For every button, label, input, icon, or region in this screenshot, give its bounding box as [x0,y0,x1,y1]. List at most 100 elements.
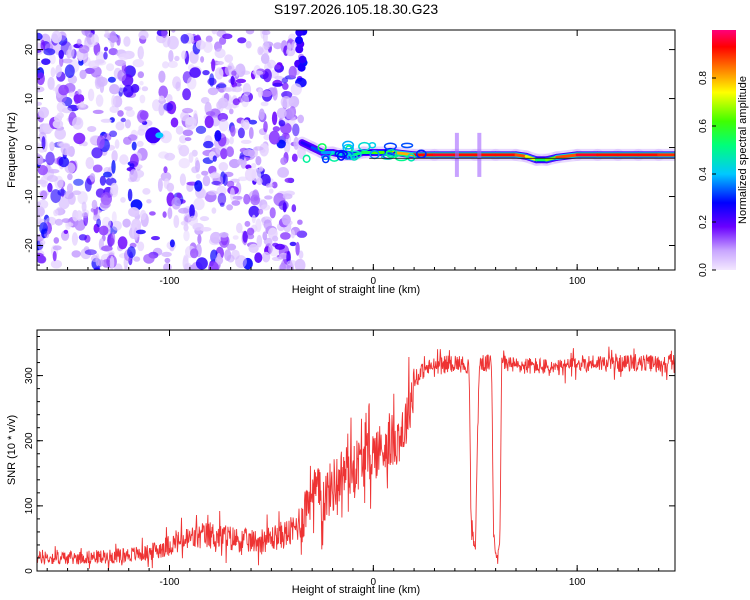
noise-blob [68,91,75,97]
noise-blob [96,76,108,87]
noise-blob [104,30,109,34]
noise-blob [211,207,217,214]
noise-blob [212,155,217,162]
noise-blob [114,263,123,270]
noise-blob [120,117,127,123]
noise-blob [294,258,306,270]
noise-blob [203,140,214,149]
snr-ytick-label: 200 [24,432,35,449]
noise-blob [216,83,227,88]
noise-blob [282,193,293,200]
noise-blob [264,195,273,200]
noise-blob [37,86,45,93]
noise-blob [214,130,222,142]
noise-blob [158,85,168,99]
noise-blob [182,107,194,114]
noise-blob [174,55,180,62]
noise-blob [183,254,189,262]
noise-blob [209,73,215,87]
noise-blob [263,237,273,246]
noise-blob [195,160,201,173]
noise-blob [178,158,190,169]
noise-blob [248,205,260,218]
noise-blob [37,255,47,264]
noise-blob [240,139,252,144]
noise-blob [260,53,270,65]
noise-blob [78,234,87,241]
noise-blob [205,35,213,43]
noise-blob [93,267,101,270]
noise-blob [262,231,268,241]
noise-blob [163,166,168,174]
spectrogram-xtick-label: 0 [371,276,377,287]
snr-xtick-label: 0 [371,577,377,588]
noise-blob [188,152,194,164]
ridge-blob [302,154,311,163]
ridge-blob [317,143,327,152]
noise-blob [226,204,234,211]
noise-blob [111,211,117,224]
noise-blob [173,215,180,228]
noise-blob [252,70,264,76]
noise-blob [72,190,82,195]
noise-blob [231,70,237,76]
noise-blob [185,116,197,130]
snr-ytick-label: 300 [24,367,35,384]
noise-blob [48,142,55,149]
noise-blob [54,218,63,226]
noise-blob [297,114,305,124]
noise-blob [91,34,99,46]
colorbar-tick-label: 0.4 [698,167,709,181]
noise-blob [109,237,115,245]
noise-blob [257,88,263,98]
noise-blob [243,193,251,205]
noise-blob [238,176,248,182]
noise-blob [204,115,214,129]
noise-blob [183,230,190,242]
noise-blob [251,189,260,203]
noise-blob [171,30,176,33]
noise-blob [246,227,255,236]
noise-blob [64,190,74,200]
noise-blob [209,172,221,179]
noise-blob [211,30,218,35]
snr-frame [36,329,676,572]
noise-blob [53,237,60,244]
noise-blob [259,143,269,157]
noise-blob [222,33,233,40]
noise-blob [160,171,172,182]
noise-blob [57,189,67,196]
noise-blob [90,254,99,263]
noise-blob [58,156,70,168]
noise-blob [298,250,304,259]
noise-blob [197,234,202,245]
noise-blob [256,177,263,186]
noise-blob [48,169,60,174]
noise-blob [236,222,243,234]
noise-blob [220,148,228,160]
noise-blob [217,97,229,109]
spectrogram-ytick-label: 20 [24,44,35,56]
noise-blob [109,256,115,270]
noise-blob [191,149,198,157]
snr-ytick-label: 100 [24,497,35,514]
noise-blob [161,251,172,257]
noise-blob [61,218,71,224]
noise-blob [171,197,181,210]
noise-blob [189,204,195,219]
spectrogram-xtick-label: -100 [159,276,179,287]
noise-blob [230,75,235,86]
noise-blob [139,209,147,221]
noise-blob [179,135,187,144]
noise-blob [290,83,302,96]
noise-blob [210,231,222,244]
noise-blob [265,183,274,188]
noise-blob [237,127,245,139]
noise-blob [176,192,182,199]
noise-blob [201,170,209,176]
noise-blob [111,220,122,231]
noise-blob [63,229,69,234]
noise-blob [141,86,149,92]
noise-blob [291,204,297,213]
noise-blob [195,40,206,50]
